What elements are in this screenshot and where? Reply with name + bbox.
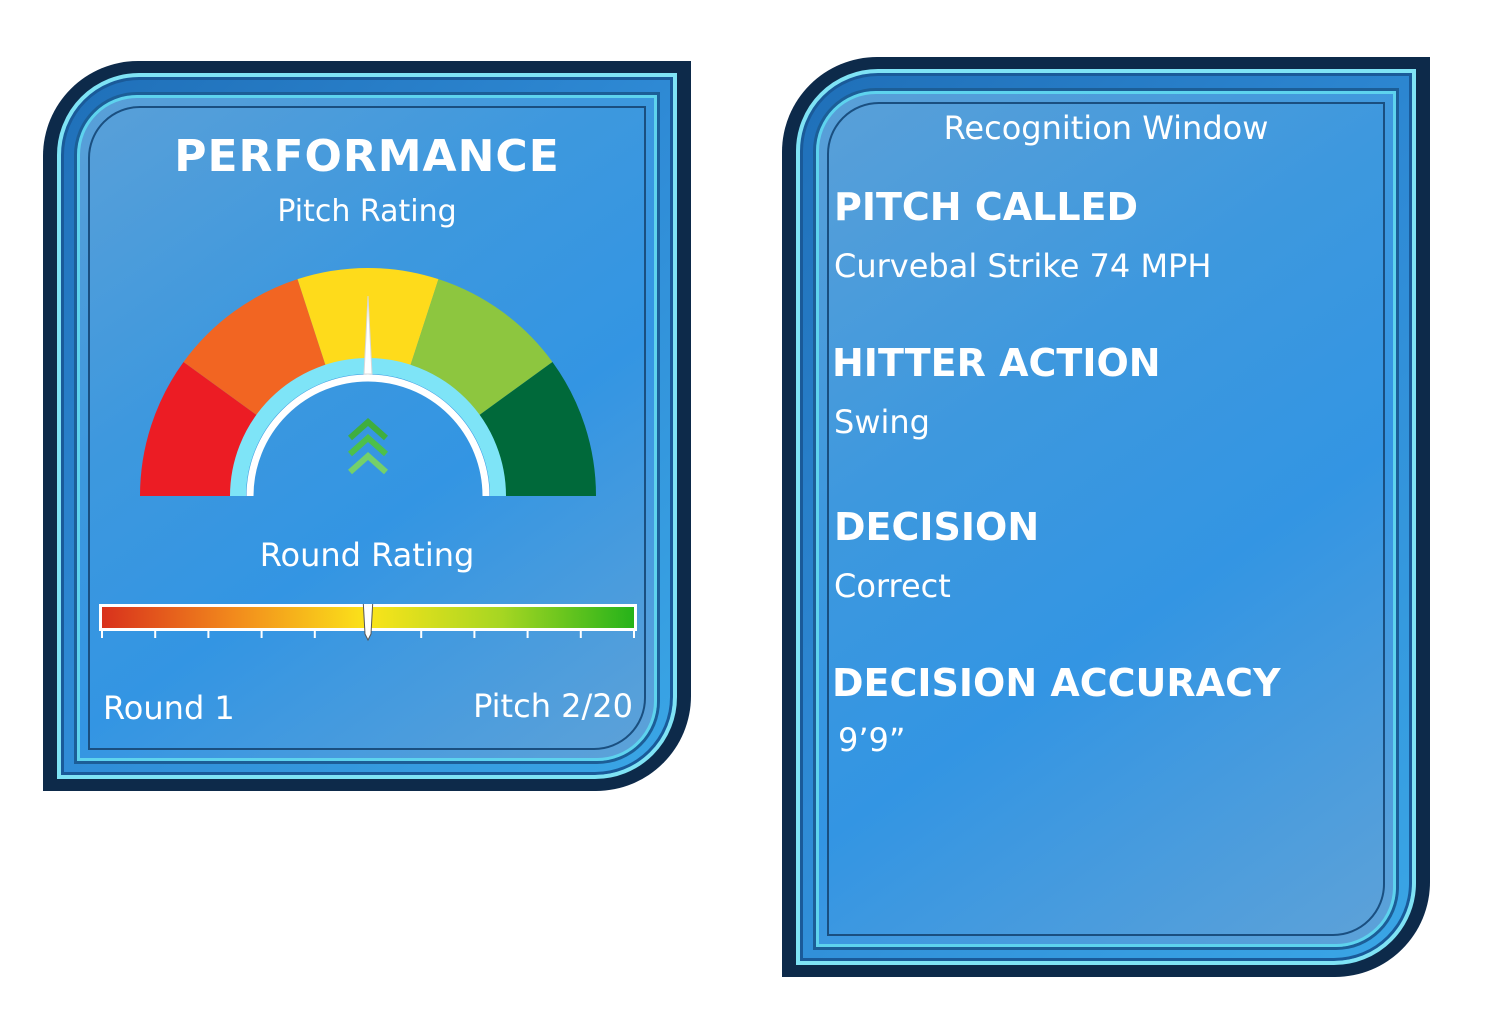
hitter-action-heading: HITTER ACTION	[832, 341, 1161, 385]
recognition-window-title: Recognition Window	[943, 109, 1269, 147]
rating-bar-ticks	[101, 630, 635, 638]
decision-accuracy-value: 9’9”	[838, 721, 906, 759]
round-rating-bar	[99, 604, 637, 642]
gauge-segments	[140, 268, 596, 496]
decision-heading: DECISION	[834, 505, 1040, 549]
round-label: Round 1	[103, 689, 235, 727]
hitter-action-value: Swing	[834, 403, 930, 441]
decision-value: Correct	[834, 567, 951, 605]
pitch-rating-gauge	[140, 268, 596, 497]
performance-panel: PERFORMANCE Pitch Rating Round Rating	[43, 61, 691, 791]
pitch-count-label: Pitch 2/20	[473, 687, 633, 725]
pitch-called-value: Curvebal Strike 74 MPH	[834, 247, 1212, 285]
gauge-needle	[363, 295, 373, 375]
recognition-window-panel: Recognition Window PITCH CALLED Curvebal…	[782, 57, 1430, 977]
decision-accuracy-heading: DECISION ACCURACY	[832, 661, 1281, 705]
panel-body	[816, 91, 1396, 947]
double-chevron-up-icon	[348, 417, 388, 475]
pitch-rating-label: Pitch Rating	[277, 194, 457, 229]
gauge-segment	[477, 361, 596, 496]
pitch-called-heading: PITCH CALLED	[834, 185, 1139, 229]
gauge-segment	[140, 361, 259, 496]
performance-title: PERFORMANCE	[174, 131, 560, 182]
rating-bar-marker	[362, 604, 374, 642]
round-rating-label: Round Rating	[259, 536, 475, 574]
gauge-inner-ring	[246, 374, 490, 497]
